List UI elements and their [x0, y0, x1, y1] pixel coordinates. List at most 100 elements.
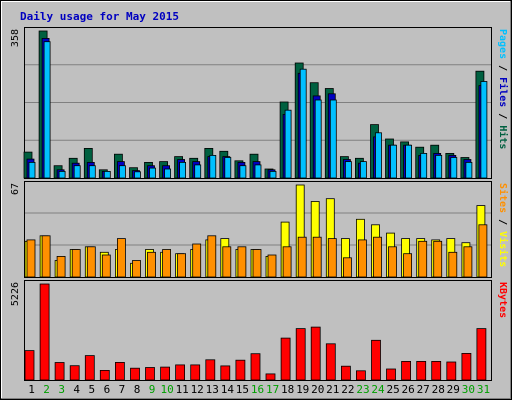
bar-kbytes-day-30 — [461, 352, 472, 381]
legend-entry: / — [497, 59, 508, 77]
bar-pages-day-30 — [465, 161, 473, 179]
bar-sites-day-25 — [388, 246, 397, 278]
bar-pages-day-2 — [43, 41, 51, 179]
bar-pages-day-25 — [390, 144, 397, 179]
bar-kbytes-day-9 — [145, 367, 155, 381]
y-max-label: 5226 — [10, 282, 21, 306]
bar-pages-day-19 — [299, 68, 307, 179]
panel-visits-sites: 67 Sites / Visits — [10, 181, 509, 278]
chart-panels: 358 Pages / Files / Hits 67 Sites / Visits 5… — [10, 27, 509, 381]
bar-kbytes-day-6 — [99, 369, 110, 381]
x-tick-label-day-23: 23 — [356, 383, 369, 396]
bar-sites-day-23 — [357, 239, 367, 278]
x-tick-label-day-14: 14 — [221, 383, 235, 396]
x-tick-label-day-30: 30 — [462, 383, 475, 396]
bar-sites-day-3 — [56, 255, 66, 278]
bar-sites-day-17 — [267, 254, 277, 278]
x-tick-label-day-7: 7 — [119, 383, 126, 396]
bar-kbytes-day-13 — [205, 359, 216, 381]
legend-entry: Hits — [497, 125, 509, 149]
x-tick-label-day-13: 13 — [206, 383, 219, 396]
bar-kbytes-day-8 — [130, 367, 140, 381]
bar-kbytes-day-4 — [69, 365, 80, 381]
bar-pages-day-18 — [284, 109, 292, 179]
x-tick-label-day-24: 24 — [371, 383, 385, 396]
bar-kbytes-day-31 — [476, 328, 487, 381]
bar-kbytes-day-25 — [386, 368, 396, 381]
legend-entry: Pages — [497, 29, 508, 59]
bar-sites-day-24 — [373, 236, 382, 278]
chart-title: Daily usage for May 2015 — [20, 10, 179, 23]
x-axis-labels: 1 2 3 4 5 6 7 8 9 10 11 12 13 14 15 16 17 18 19 20 21 22 23 24 2… — [28, 383, 490, 396]
bar-kbytes-day-14 — [220, 365, 231, 381]
x-tick-label-day-10: 10 — [160, 383, 173, 396]
bar-sites-day-12 — [192, 243, 202, 278]
bar-kbytes-day-11 — [175, 364, 186, 381]
bar-sites-day-6 — [101, 254, 111, 278]
x-tick-label-day-31: 31 — [477, 383, 490, 396]
bar-sites-day-9 — [147, 251, 156, 278]
bar-sites-day-10 — [162, 249, 172, 278]
legend-entry: / — [497, 107, 508, 125]
bar-pages-day-11 — [179, 161, 187, 179]
bar-pages-day-9 — [149, 167, 156, 179]
x-tick-label-day-26: 26 — [401, 383, 414, 396]
bar-sites-day-2 — [41, 235, 51, 278]
bar-sites-day-19 — [297, 236, 307, 278]
bar-kbytes-day-7 — [115, 361, 125, 381]
right-legend-label: Pages / Files / Hits — [497, 29, 509, 149]
x-tick-label-day-15: 15 — [236, 383, 249, 396]
x-tick-label-day-28: 28 — [432, 383, 445, 396]
bar-sites-day-5 — [86, 246, 96, 278]
bar-sites-day-4 — [71, 249, 81, 278]
bar-kbytes-day-5 — [84, 355, 95, 381]
bar-pages-day-14 — [224, 157, 232, 179]
y-max-label: 358 — [10, 29, 21, 47]
x-tick-label-day-18: 18 — [281, 383, 294, 396]
bar-pages-day-6 — [103, 170, 111, 179]
bar-kbytes-day-16 — [250, 353, 261, 381]
panel-hits-files-pages: 358 Pages / Files / Hits — [10, 27, 509, 179]
x-tick-label-day-20: 20 — [311, 383, 324, 396]
legend-entry: Sites — [497, 183, 509, 213]
bar-pages-day-26 — [405, 144, 413, 179]
x-tick-label-day-16: 16 — [251, 383, 264, 396]
bar-sites-day-8 — [132, 260, 141, 278]
bar-kbytes-day-29 — [446, 361, 457, 381]
x-tick-label-day-3: 3 — [58, 383, 65, 396]
x-tick-label-day-8: 8 — [134, 383, 141, 396]
x-tick-label-day-6: 6 — [104, 383, 111, 396]
bar-kbytes-day-27 — [416, 360, 427, 381]
bar-sites-day-31 — [478, 224, 488, 278]
x-tick-label-day-19: 19 — [296, 383, 309, 396]
bar-sites-day-13 — [207, 235, 217, 278]
x-tick-label-day-27: 27 — [417, 383, 430, 396]
bar-sites-day-29 — [448, 251, 458, 278]
legend-entry: KBytes — [497, 282, 508, 318]
bar-pages-day-1 — [28, 161, 36, 179]
bar-kbytes-day-24 — [371, 339, 381, 381]
x-tick-label-day-17: 17 — [266, 383, 279, 396]
bar-pages-day-3 — [58, 170, 66, 179]
bar-kbytes-day-19 — [295, 328, 306, 381]
bar-sites-day-14 — [222, 246, 232, 278]
bar-sites-day-16 — [252, 249, 262, 278]
x-tick-label-day-11: 11 — [176, 383, 189, 396]
bar-pages-day-31 — [480, 81, 488, 179]
bar-kbytes-day-1 — [24, 350, 35, 381]
bar-sites-day-27 — [418, 240, 428, 278]
legend-entry: Visits — [497, 231, 509, 267]
bar-kbytes-day-12 — [190, 364, 201, 381]
bar-kbytes-day-28 — [431, 360, 442, 381]
bar-sites-day-26 — [403, 253, 413, 278]
bar-kbytes-day-10 — [160, 366, 171, 381]
x-tick-label-day-12: 12 — [191, 383, 204, 396]
bar-sites-day-28 — [433, 240, 443, 278]
bar-pages-day-29 — [450, 157, 458, 179]
bar-kbytes-day-18 — [280, 337, 291, 381]
bar-pages-day-27 — [420, 152, 428, 179]
y-max-label: 67 — [10, 183, 21, 195]
x-tick-label-day-5: 5 — [88, 383, 95, 396]
